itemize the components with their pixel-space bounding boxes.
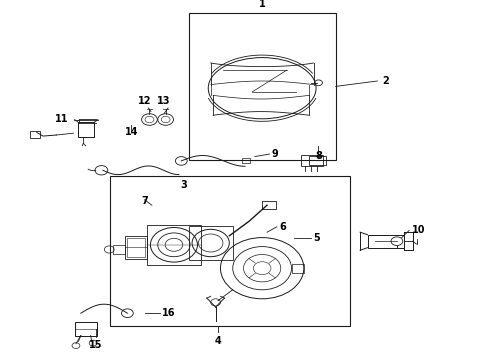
Bar [189,13,336,160]
Text: 10: 10 [412,225,425,235]
Text: 15: 15 [89,340,102,350]
Text: 11: 11 [55,114,69,124]
Bar [301,155,323,166]
Bar [292,264,304,273]
Bar [309,156,326,165]
Bar [110,176,350,326]
Text: 2: 2 [382,76,389,86]
Bar [147,225,201,265]
Text: 1: 1 [259,0,266,9]
Text: 6: 6 [279,222,286,232]
Bar [368,235,404,248]
Bar [127,238,145,257]
Bar [75,322,97,336]
Text: 9: 9 [272,149,279,159]
Bar [125,236,147,259]
Bar [78,122,94,137]
Text: 7: 7 [141,196,148,206]
Bar [30,131,40,138]
Bar [113,245,125,254]
Text: 3: 3 [180,180,187,190]
Bar [189,226,233,260]
Bar [242,158,250,163]
Text: 14: 14 [124,127,138,137]
Text: 12: 12 [138,96,151,106]
Bar [262,201,276,209]
Text: 4: 4 [215,336,221,346]
Text: 5: 5 [314,233,320,243]
Text: 13: 13 [157,96,171,106]
Text: 16: 16 [162,308,175,318]
Text: 8: 8 [315,151,322,161]
